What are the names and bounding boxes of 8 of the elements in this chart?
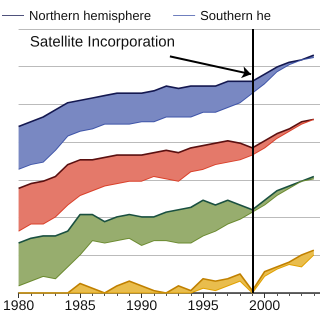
x-tick-label: 1985 — [64, 297, 96, 313]
legend-label: Northern hemisphere — [29, 8, 152, 23]
x-tick-label: 1990 — [126, 297, 158, 313]
x-tick-label: 1980 — [2, 297, 34, 313]
x-tick-label: 1995 — [188, 297, 219, 313]
annotation: Satellite Incorporation — [30, 33, 175, 50]
legend-label: Southern he — [200, 8, 271, 23]
x-tick-label: 2000 — [249, 297, 280, 313]
